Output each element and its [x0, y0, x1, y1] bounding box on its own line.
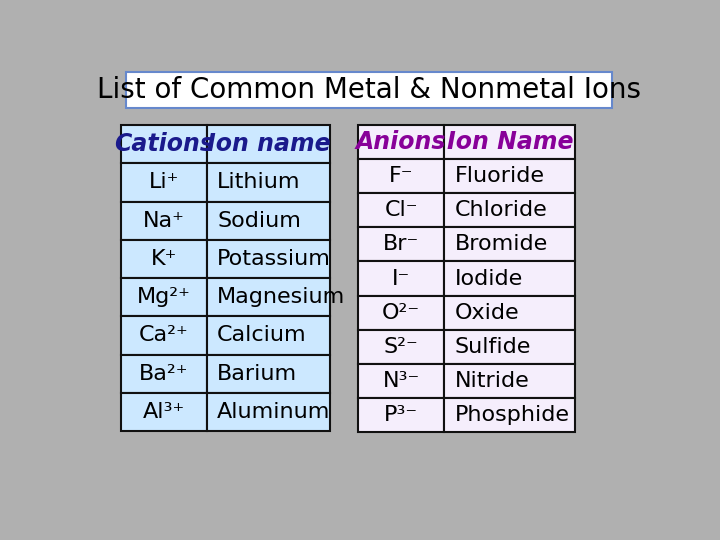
Text: Br⁻: Br⁻ [383, 234, 419, 254]
FancyBboxPatch shape [207, 278, 330, 316]
Text: Li⁺: Li⁺ [149, 172, 179, 192]
FancyBboxPatch shape [207, 355, 330, 393]
FancyBboxPatch shape [358, 159, 444, 193]
FancyBboxPatch shape [121, 278, 207, 316]
Text: Anions: Anions [356, 130, 446, 154]
Text: Ba²⁺: Ba²⁺ [139, 364, 189, 384]
Text: N³⁻: N³⁻ [382, 371, 420, 391]
FancyBboxPatch shape [121, 201, 207, 240]
FancyBboxPatch shape [121, 125, 207, 163]
FancyBboxPatch shape [207, 240, 330, 278]
FancyBboxPatch shape [444, 125, 575, 159]
Text: List of Common Metal & Nonmetal Ions: List of Common Metal & Nonmetal Ions [97, 76, 641, 104]
FancyBboxPatch shape [207, 393, 330, 431]
FancyBboxPatch shape [444, 398, 575, 432]
Text: Sulfide: Sulfide [455, 337, 531, 357]
FancyBboxPatch shape [444, 295, 575, 329]
Text: Bromide: Bromide [455, 234, 548, 254]
FancyBboxPatch shape [358, 398, 444, 432]
Text: Aluminum: Aluminum [217, 402, 330, 422]
Text: Calcium: Calcium [217, 326, 307, 346]
FancyBboxPatch shape [358, 193, 444, 227]
FancyBboxPatch shape [358, 261, 444, 295]
FancyBboxPatch shape [444, 159, 575, 193]
Text: I⁻: I⁻ [392, 268, 410, 288]
Text: P³⁻: P³⁻ [384, 405, 418, 425]
FancyBboxPatch shape [358, 329, 444, 364]
Text: Phosphide: Phosphide [455, 405, 570, 425]
FancyBboxPatch shape [444, 261, 575, 295]
Text: K⁺: K⁺ [150, 249, 177, 269]
Text: Cl⁻: Cl⁻ [384, 200, 418, 220]
FancyBboxPatch shape [358, 227, 444, 261]
Text: Mg²⁺: Mg²⁺ [137, 287, 191, 307]
FancyBboxPatch shape [444, 329, 575, 364]
Text: Nitride: Nitride [455, 371, 530, 391]
Text: Cations: Cations [114, 132, 214, 156]
FancyBboxPatch shape [121, 316, 207, 355]
Text: Ion name: Ion name [207, 132, 330, 156]
Text: Ion Name: Ion Name [446, 130, 573, 154]
FancyBboxPatch shape [126, 72, 612, 109]
Text: Barium: Barium [217, 364, 297, 384]
FancyBboxPatch shape [358, 364, 444, 398]
Text: Iodide: Iodide [455, 268, 523, 288]
FancyBboxPatch shape [444, 227, 575, 261]
FancyBboxPatch shape [358, 295, 444, 329]
Text: Oxide: Oxide [455, 302, 519, 322]
Text: F⁻: F⁻ [389, 166, 413, 186]
Text: O²⁻: O²⁻ [382, 302, 420, 322]
FancyBboxPatch shape [207, 125, 330, 163]
Text: Fluoride: Fluoride [455, 166, 545, 186]
Text: Al³⁺: Al³⁺ [143, 402, 185, 422]
FancyBboxPatch shape [444, 364, 575, 398]
Text: S²⁻: S²⁻ [384, 337, 418, 357]
Text: Magnesium: Magnesium [217, 287, 346, 307]
Text: Potassium: Potassium [217, 249, 331, 269]
Text: Ca²⁺: Ca²⁺ [139, 326, 189, 346]
FancyBboxPatch shape [121, 240, 207, 278]
Text: Chloride: Chloride [455, 200, 548, 220]
FancyBboxPatch shape [207, 316, 330, 355]
Text: Na⁺: Na⁺ [143, 211, 185, 231]
Text: Lithium: Lithium [217, 172, 300, 192]
Text: Sodium: Sodium [217, 211, 301, 231]
FancyBboxPatch shape [207, 163, 330, 201]
FancyBboxPatch shape [121, 163, 207, 201]
FancyBboxPatch shape [358, 125, 444, 159]
FancyBboxPatch shape [121, 393, 207, 431]
FancyBboxPatch shape [444, 193, 575, 227]
FancyBboxPatch shape [207, 201, 330, 240]
FancyBboxPatch shape [121, 355, 207, 393]
